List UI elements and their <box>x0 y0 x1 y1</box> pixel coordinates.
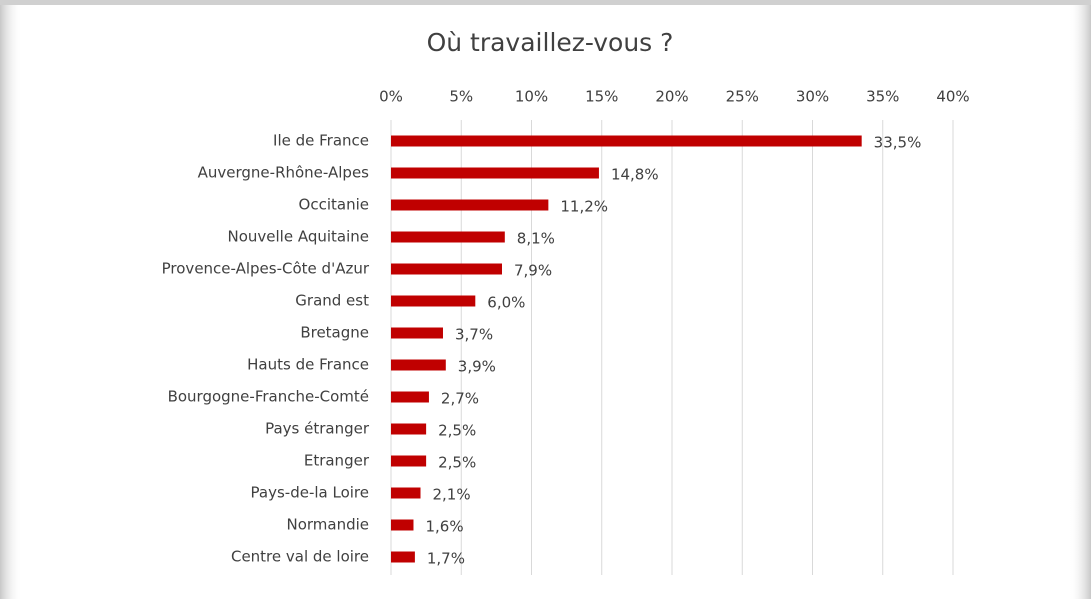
x-tick-label: 20% <box>655 88 688 106</box>
y-tick-label: Occitanie <box>299 196 369 214</box>
bar <box>391 487 421 499</box>
y-tick-label: Provence-Alpes-Côte d'Azur <box>162 260 370 278</box>
bar <box>391 455 427 467</box>
data-label: 7,9% <box>514 262 552 280</box>
bar <box>391 231 505 243</box>
x-tick-label: 30% <box>796 88 829 106</box>
data-label: 14,8% <box>611 166 659 184</box>
bar <box>391 423 427 435</box>
y-tick-label: Normandie <box>286 516 369 534</box>
y-tick-label: Auvergne-Rhône-Alpes <box>198 164 370 182</box>
chart-title: Où travaillez-vous ? <box>427 28 674 57</box>
bar <box>391 199 549 211</box>
x-tick-label: 40% <box>936 88 969 106</box>
frame-edge <box>0 0 1091 5</box>
bar <box>391 263 502 275</box>
data-label: 2,5% <box>438 422 476 440</box>
data-label: 3,9% <box>458 358 496 376</box>
x-tick-label: 10% <box>515 88 548 106</box>
frame-edge <box>1069 0 1091 599</box>
bar <box>391 359 446 371</box>
x-tick-label: 0% <box>379 88 403 106</box>
y-tick-label: Centre val de loire <box>231 548 369 566</box>
data-label: 11,2% <box>560 198 608 216</box>
data-label: 3,7% <box>455 326 493 344</box>
data-label: 33,5% <box>874 134 922 152</box>
x-tick-label: 15% <box>585 88 618 106</box>
data-label: 2,7% <box>441 390 479 408</box>
x-tick-label: 35% <box>866 88 899 106</box>
bar <box>391 167 599 179</box>
y-tick-label: Etranger <box>304 452 370 470</box>
data-label: 2,1% <box>433 486 471 504</box>
bar <box>391 519 414 531</box>
bar <box>391 295 476 307</box>
bar <box>391 391 429 403</box>
data-label: 1,6% <box>425 518 463 536</box>
x-tick-label: 25% <box>726 88 759 106</box>
y-tick-label: Hauts de France <box>247 356 369 374</box>
y-tick-label: Pays étranger <box>265 420 370 438</box>
y-tick-label: Bretagne <box>300 324 369 342</box>
frame-edge <box>0 0 22 599</box>
y-tick-label: Pays-de-la Loire <box>251 484 369 502</box>
data-label: 2,5% <box>438 454 476 472</box>
data-label: 8,1% <box>517 230 555 248</box>
bar <box>391 551 415 563</box>
y-tick-label: Nouvelle Aquitaine <box>227 228 369 246</box>
data-label: 6,0% <box>487 294 525 312</box>
y-tick-label: Ile de France <box>273 132 369 150</box>
y-tick-label: Grand est <box>295 292 369 310</box>
bar <box>391 327 443 339</box>
x-tick-label: 5% <box>449 88 473 106</box>
data-label: 1,7% <box>427 550 465 568</box>
bar <box>391 135 862 147</box>
y-tick-label: Bourgogne-Franche-Comté <box>168 388 369 406</box>
